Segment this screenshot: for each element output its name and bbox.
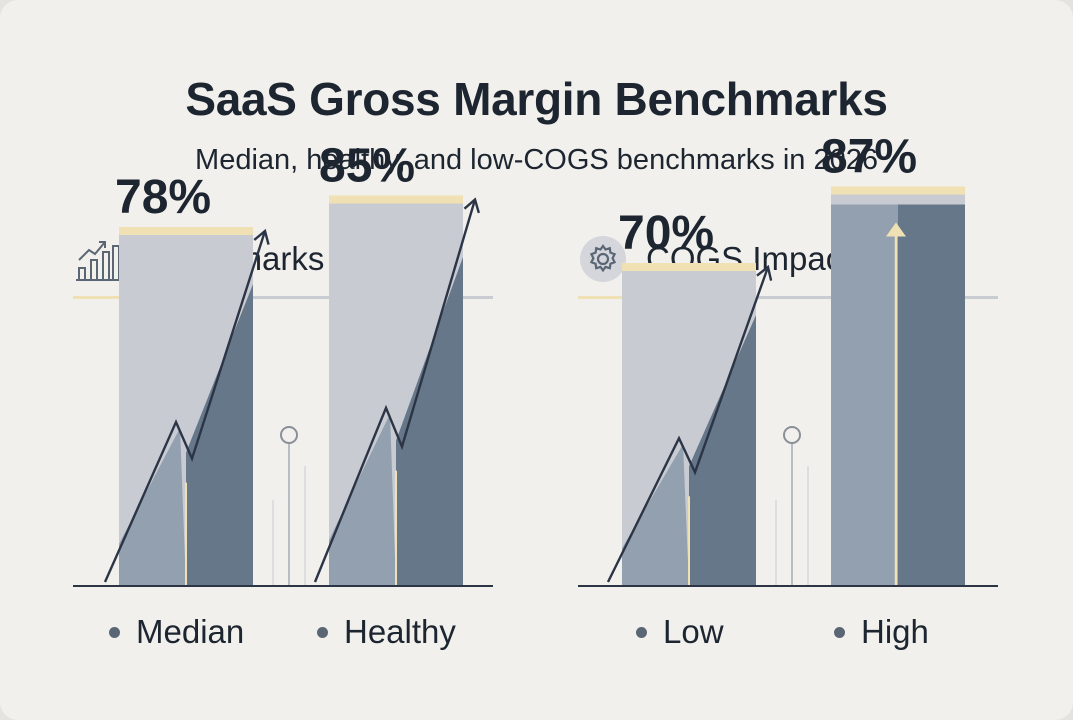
trend-arrow-head bbox=[756, 264, 773, 281]
page-subtitle: Median, healthy, and low-COGS benchmarks… bbox=[195, 144, 878, 176]
bar-chart-trend-icon bbox=[76, 241, 121, 281]
benchmarks-divider bbox=[73, 296, 493, 299]
legend-dot-high bbox=[834, 626, 845, 638]
cogs-legend: Low High bbox=[578, 610, 1018, 654]
benchmarks-panel: Benchmarks 78%85% Median Healthy bbox=[73, 140, 513, 668]
trend-arrow-head bbox=[463, 197, 480, 214]
cogs-impact-chart: 70% 87% bbox=[578, 131, 998, 587]
legend-dot-median bbox=[109, 626, 120, 638]
legend-label-high: High bbox=[861, 613, 929, 650]
legend-label-median: Median bbox=[136, 613, 245, 650]
value-label-high: 87% bbox=[821, 131, 917, 184]
value-label-median: 78% bbox=[115, 171, 211, 224]
pin-marker bbox=[280, 426, 298, 444]
trend-arrow-line bbox=[313, 199, 477, 583]
bar-cap-median bbox=[119, 227, 253, 235]
bar-shade-dark bbox=[689, 315, 756, 586]
legend-item-median: Median bbox=[109, 610, 244, 654]
cogs-divider bbox=[578, 296, 998, 299]
legend-dot-healthy bbox=[317, 626, 328, 638]
bar-shade-dark bbox=[186, 284, 253, 586]
up-arrow-head bbox=[886, 222, 906, 237]
bar-shade-dark bbox=[396, 257, 463, 586]
bar-shade-dark bbox=[898, 204, 965, 586]
benchmarks-legend: Median Healthy bbox=[73, 610, 513, 654]
legend-dot-low bbox=[636, 626, 647, 638]
legend-item-low: Low bbox=[636, 610, 724, 654]
trend-arrow-line bbox=[606, 266, 770, 583]
bar-high bbox=[831, 186, 965, 586]
gear-icon bbox=[580, 236, 626, 282]
trend-arrow-line bbox=[103, 230, 267, 583]
bar-shade-mid bbox=[831, 204, 898, 586]
trend-arrow-head bbox=[253, 228, 270, 245]
bar-healthy bbox=[313, 195, 480, 586]
value-label-low: 70% bbox=[618, 207, 714, 260]
benchmarks-chart: 78% 85% bbox=[73, 140, 493, 587]
pin-marker bbox=[783, 426, 801, 444]
legend-label-healthy: Healthy bbox=[344, 613, 456, 650]
bar-shade-mid bbox=[622, 444, 689, 586]
bar-cap-low bbox=[622, 263, 756, 271]
bar-median bbox=[103, 227, 270, 586]
bar-low bbox=[606, 263, 773, 586]
legend-label-low: Low bbox=[663, 613, 724, 650]
page-title: SaaS Gross Margin Benchmarks bbox=[185, 73, 888, 125]
legend-item-healthy: Healthy bbox=[317, 610, 456, 654]
cogs-impact-panel: COGS Impact 70% 87% Low High bbox=[578, 131, 1018, 668]
bar-shade-mid bbox=[329, 413, 396, 586]
value-label-healthy: 85% bbox=[319, 140, 415, 193]
bar-shade-mid bbox=[119, 428, 186, 586]
bar-cap-high bbox=[831, 186, 965, 195]
legend-item-high: High bbox=[834, 610, 929, 654]
bar-cap-healthy bbox=[329, 195, 463, 204]
